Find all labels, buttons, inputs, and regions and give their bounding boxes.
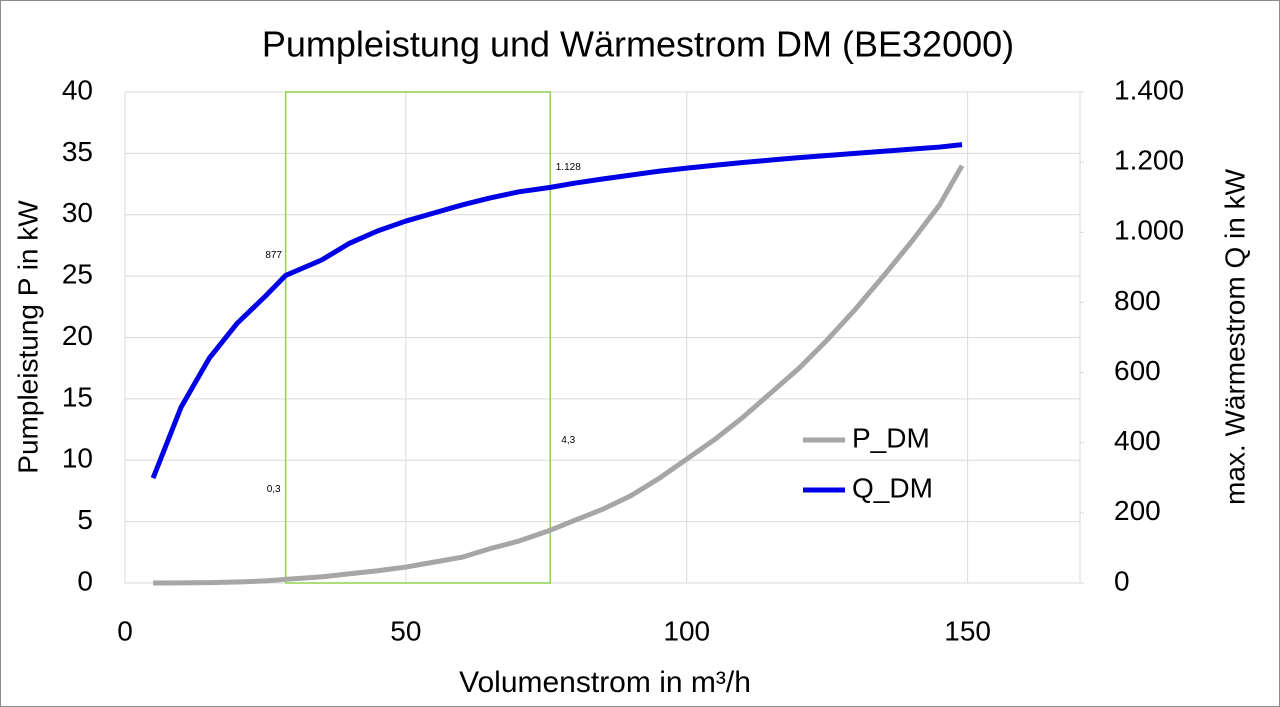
y-tick-label: 20 [62,320,93,351]
chart-title: Pumpleistung und Wärmestrom DM (BE32000) [262,24,1014,65]
y2-tick-label: 1.000 [1114,215,1184,246]
data-line [150,142,963,480]
y2-tick-label: 800 [1114,285,1161,316]
y-axis-label: Pumpleistung P in kW [12,200,43,474]
x-axis-label: Volumenstrom in m³/h [459,666,751,699]
y2-tick-label: 600 [1114,355,1161,386]
y-tick-label: 40 [62,74,93,105]
x-tick-label: 100 [663,615,710,646]
annotation: 877 [265,250,282,261]
legend-label: Q_DM [852,472,933,503]
y2-tick-label: 400 [1114,425,1161,456]
y2-axis-label: max. Wärmestrom Q in kW [1219,168,1250,505]
y-tick-label: 10 [62,443,93,474]
y2-tick-label: 1.200 [1114,145,1184,176]
y2-tick-label: 200 [1114,495,1161,526]
y-tick-label: 15 [62,381,93,412]
x-tick-label: 150 [944,615,991,646]
y-tick-label: 30 [62,197,93,228]
y2-tick-label: 1.400 [1114,74,1184,105]
annotation: 1.128 [556,162,581,173]
annotation: 4,3 [561,435,575,446]
y-tick-label: 35 [62,136,93,167]
highlight-box [284,91,552,584]
legend-label: P_DM [852,422,930,453]
y2-tick-label: 0 [1114,565,1130,596]
annotation: 0,3 [267,484,281,495]
x-tick-label: 50 [390,615,421,646]
x-tick-label: 0 [117,615,133,646]
y-tick-label: 5 [77,504,93,535]
data-line [153,164,965,586]
y-tick-label: 0 [77,565,93,596]
y-tick-label: 25 [62,259,93,290]
